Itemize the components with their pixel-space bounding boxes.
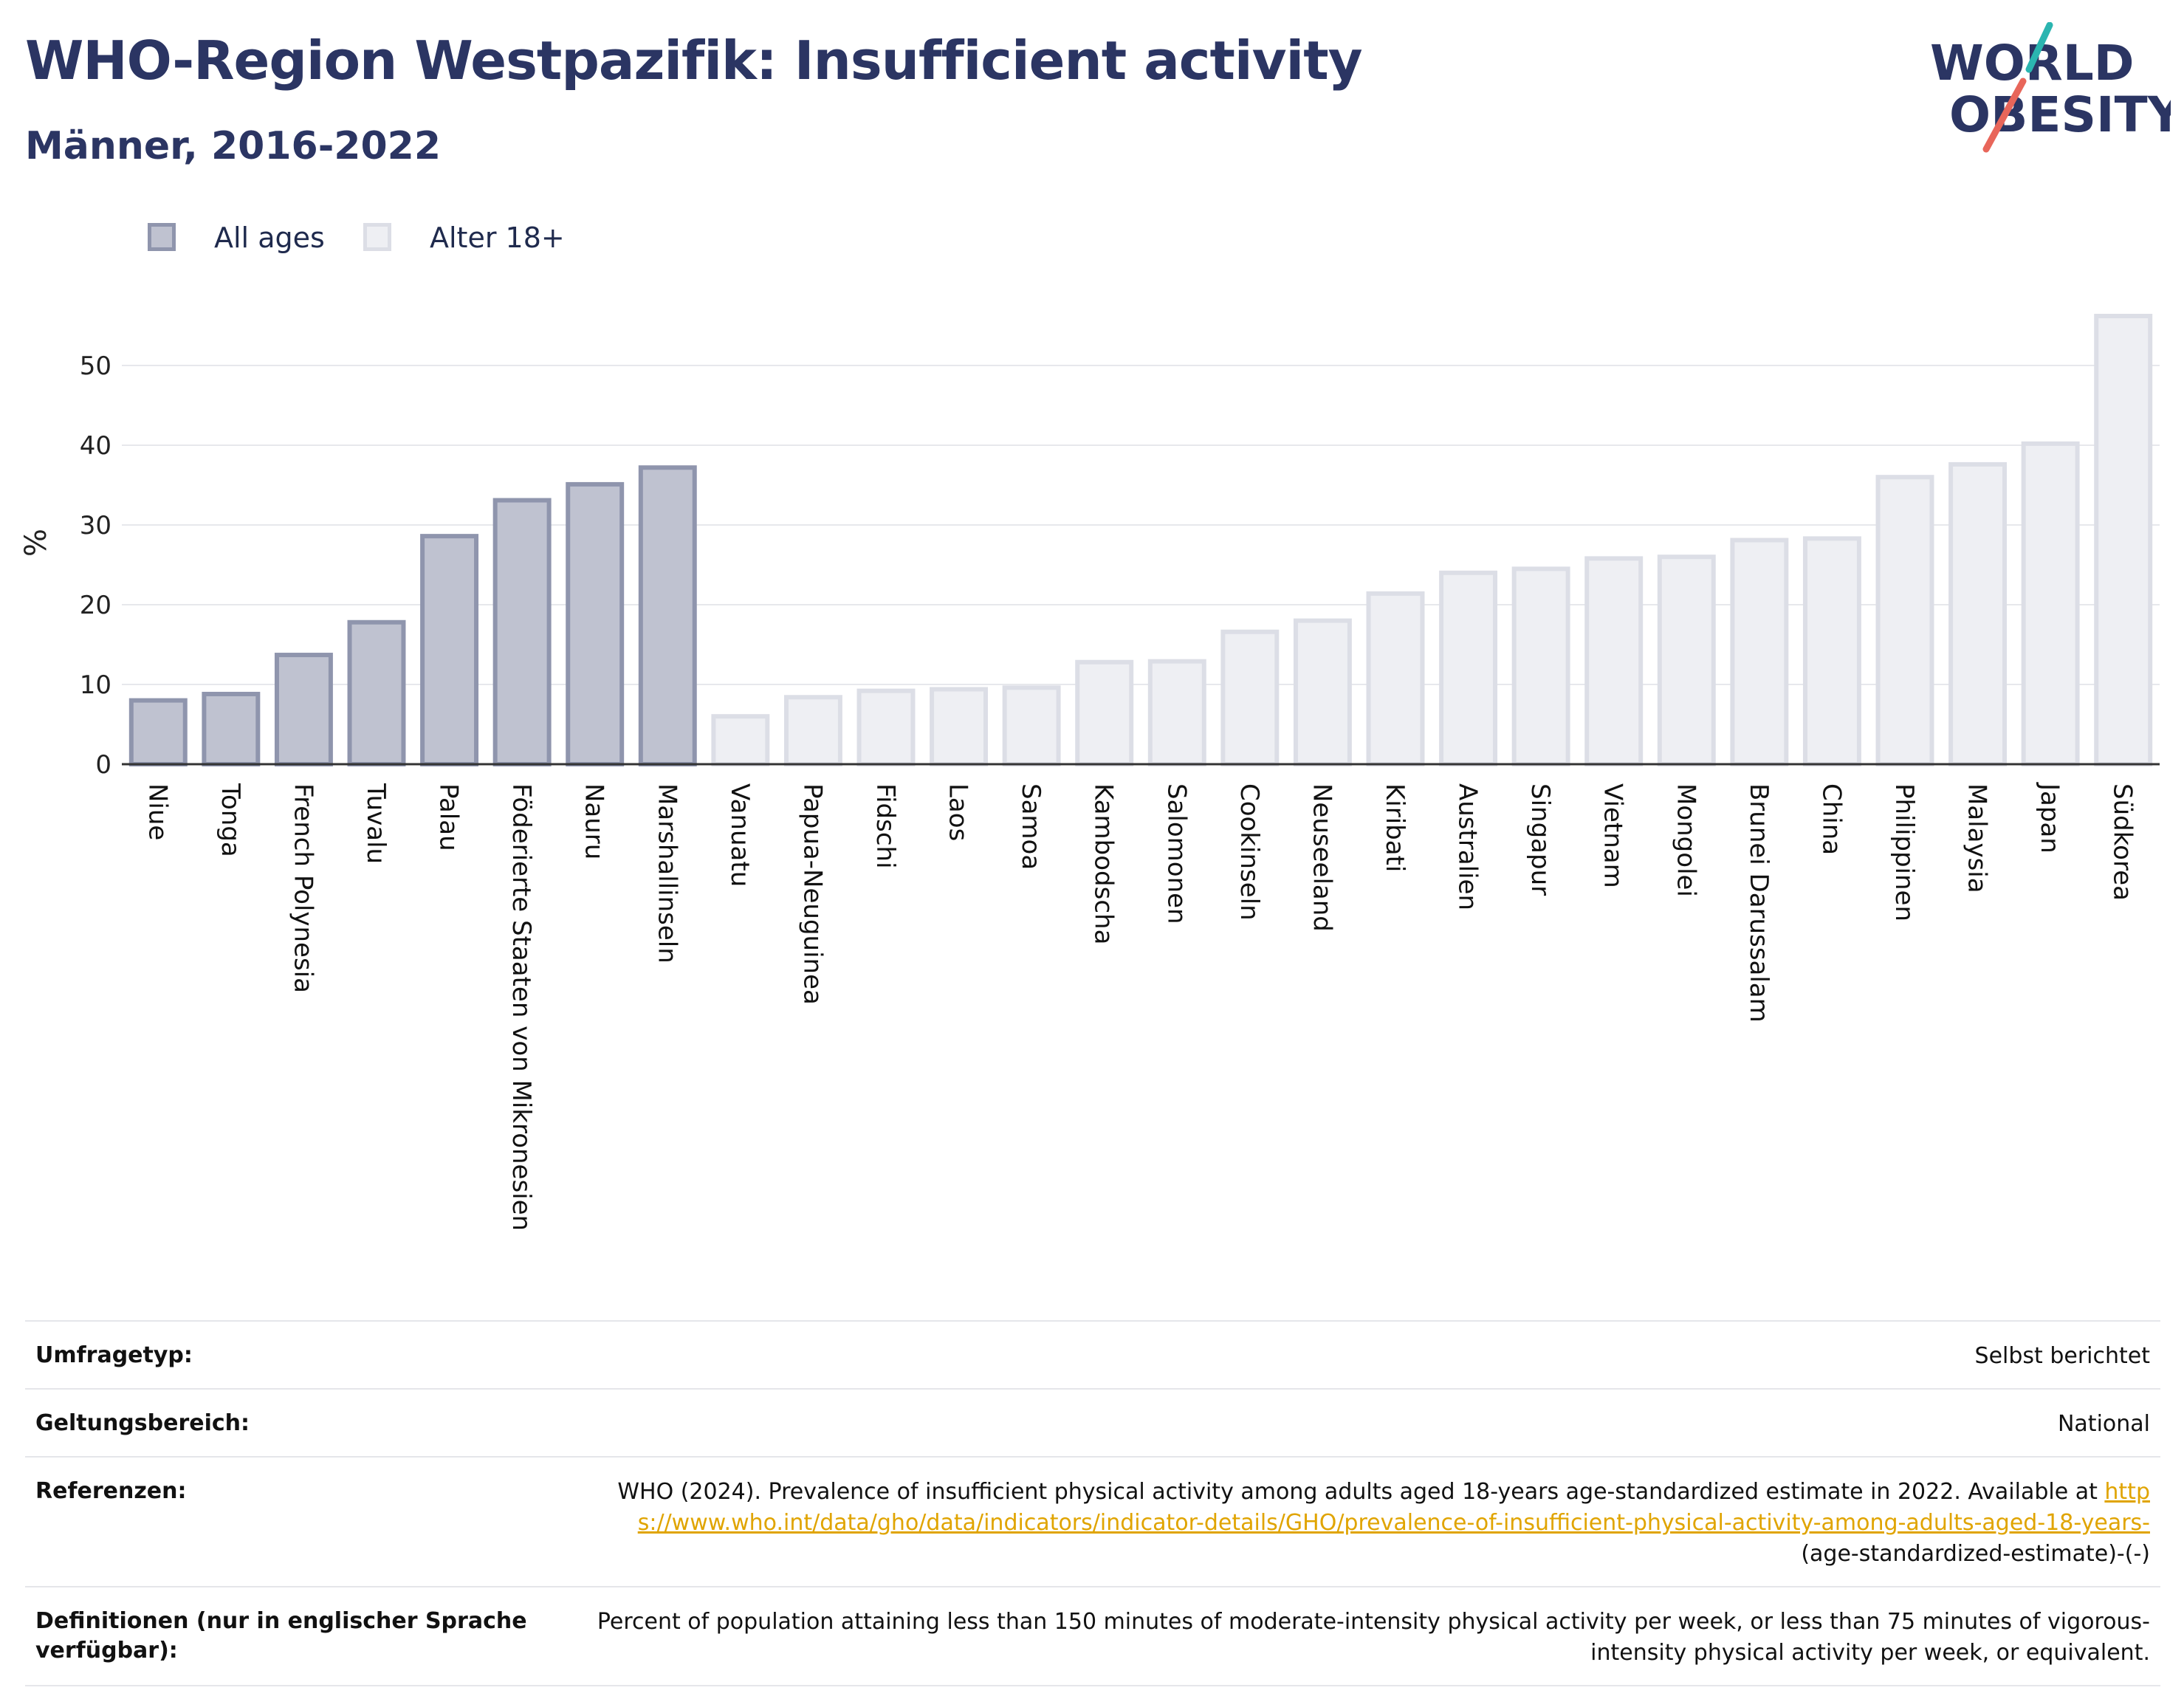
bar-27	[2094, 314, 2153, 767]
meta-value-coverage: National	[2057, 1411, 2150, 1437]
reference-text: WHO (2024). Prevalence of insufficient p…	[617, 1479, 2105, 1505]
x-tick-label-5: Föderierte Staaten von Mikronesien	[506, 783, 536, 1231]
logo-line-2: OBESITY	[1949, 86, 2171, 143]
x-tick-label-8: Vanuatu	[725, 783, 755, 887]
bar-23	[1802, 536, 1861, 766]
world-obesity-logo: WORLD OBESITY	[1920, 21, 2184, 162]
meta-value-definitions: Percent of population attaining less tha…	[597, 1609, 2150, 1666]
meta-row-coverage: Geltungsbereich: National	[25, 1388, 2160, 1456]
x-tick-label-1: Tonga	[216, 783, 245, 857]
bar-1	[202, 691, 261, 767]
bar-chart: 0 10 20 30 40 50% Niue Tonga French Polynesia Tuv…	[19, 314, 2160, 1231]
x-tick-label-4: Palau	[434, 783, 464, 851]
x-tick-label-24: Philippinen	[1889, 783, 1919, 921]
y-axis-label: %	[19, 529, 53, 557]
x-tick-label-2: French Polynesia	[288, 783, 317, 993]
x-tick-label-25: Malaysia	[1962, 783, 1992, 893]
x-tick-label-10: Fidschi	[870, 783, 900, 869]
y-tick-label-10: 10	[80, 670, 111, 700]
x-tick-label-21: Mongolei	[1671, 783, 1700, 897]
logo-accent-stroke-coral	[1982, 78, 2027, 153]
bar-21	[1657, 555, 1716, 766]
bar-3	[347, 619, 406, 767]
x-tick-label-3: Tuvalu	[361, 783, 391, 864]
legend-swatch-all-ages	[148, 223, 176, 251]
x-tick-label-19: Singapur	[1525, 783, 1555, 896]
bar-0	[128, 698, 188, 766]
bar-15	[1220, 629, 1280, 766]
bar-2	[274, 653, 333, 767]
meta-label-coverage: Geltungsbereich:	[35, 1410, 250, 1436]
bar-20	[1584, 556, 1644, 766]
x-tick-label-22: Brunei Darussalam	[1744, 783, 1773, 1023]
metadata-table: Umfragetyp: Selbst berichtet Geltungsber…	[25, 1320, 2160, 1686]
y-tick-label-50: 50	[80, 351, 111, 381]
bar-6	[566, 481, 625, 766]
bar-5	[492, 498, 552, 766]
x-tick-label-26: Japan	[2035, 782, 2064, 854]
bar-22	[1730, 538, 1789, 766]
x-tick-label-23: China	[1816, 783, 1846, 855]
bar-12	[1002, 685, 1061, 767]
x-tick-label-18: Australien	[1453, 783, 1483, 910]
reference-suffix: (age-standardized-estimate)-(-)	[1801, 1541, 2150, 1567]
logo-accent-stroke-teal	[2025, 21, 2053, 73]
legend-label-all-ages: All ages	[214, 222, 325, 254]
meta-label-definitions: Definitionen (nur in englischer Sprache …	[35, 1608, 527, 1664]
bar-9	[783, 695, 842, 767]
bar-17	[1366, 591, 1425, 766]
bar-16	[1293, 618, 1352, 766]
meta-label-references: Referenzen:	[35, 1478, 187, 1504]
y-tick-label-30: 30	[80, 511, 111, 540]
x-tick-label-0: Niue	[142, 783, 172, 840]
chart-subtitle: Männer, 2016-2022	[25, 124, 442, 168]
x-tick-label-14: Salomonen	[1161, 783, 1191, 924]
bar-14	[1147, 659, 1206, 766]
bar-4	[420, 534, 479, 766]
x-tick-label-6: Nauru	[580, 783, 609, 859]
x-tick-label-27: Südkorea	[2108, 783, 2137, 901]
bar-13	[1075, 659, 1134, 767]
x-tick-label-16: Neuseeland	[1307, 783, 1336, 932]
x-tick-label-17: Kiribati	[1380, 783, 1409, 872]
bar-25	[1948, 461, 2008, 766]
logo-graphic: WORLD OBESITY	[1930, 21, 2184, 153]
bar-24	[1875, 475, 1934, 766]
meta-value-references: WHO (2024). Prevalence of insufficient p…	[567, 1477, 2150, 1570]
legend-swatch-alter-18	[363, 223, 391, 251]
bar-18	[1439, 570, 1498, 766]
bar-8	[711, 714, 770, 767]
x-tick-label-20: Vietnam	[1598, 783, 1628, 888]
meta-row-definitions: Definitionen (nur in englischer Sprache …	[25, 1586, 2160, 1686]
meta-value-survey-type: Selbst berichtet	[1974, 1343, 2150, 1369]
x-tick-label-11: Laos	[944, 783, 973, 841]
meta-row-references: Referenzen: WHO (2024). Prevalence of in…	[25, 1456, 2160, 1586]
meta-label-survey-type: Umfragetyp:	[35, 1342, 193, 1368]
reference-link[interactable]: https://www.who.int/data/gho/data/indica…	[637, 1479, 2150, 1536]
x-tick-label-13: Kambodscha	[1089, 783, 1119, 944]
chart-title: WHO-Region Westpazifik: Insufficient act…	[25, 30, 1363, 92]
x-tick-label-9: Papua-Neuguinea	[797, 783, 827, 1005]
y-tick-label-0: 0	[95, 750, 111, 780]
bar-11	[930, 687, 989, 766]
bar-26	[2021, 441, 2080, 766]
y-tick-label-40: 40	[80, 431, 111, 461]
x-tick-label-7: Marshallinseln	[652, 783, 681, 964]
legend-label-alter-18: Alter 18+	[430, 222, 565, 254]
meta-row-survey-type: Umfragetyp: Selbst berichtet	[25, 1320, 2160, 1388]
bar-7	[638, 465, 697, 767]
x-tick-label-15: Cookinseln	[1234, 783, 1264, 921]
y-tick-label-20: 20	[80, 591, 111, 620]
bar-19	[1511, 566, 1570, 766]
bar-10	[856, 688, 916, 767]
x-tick-label-12: Samoa	[1016, 783, 1045, 870]
